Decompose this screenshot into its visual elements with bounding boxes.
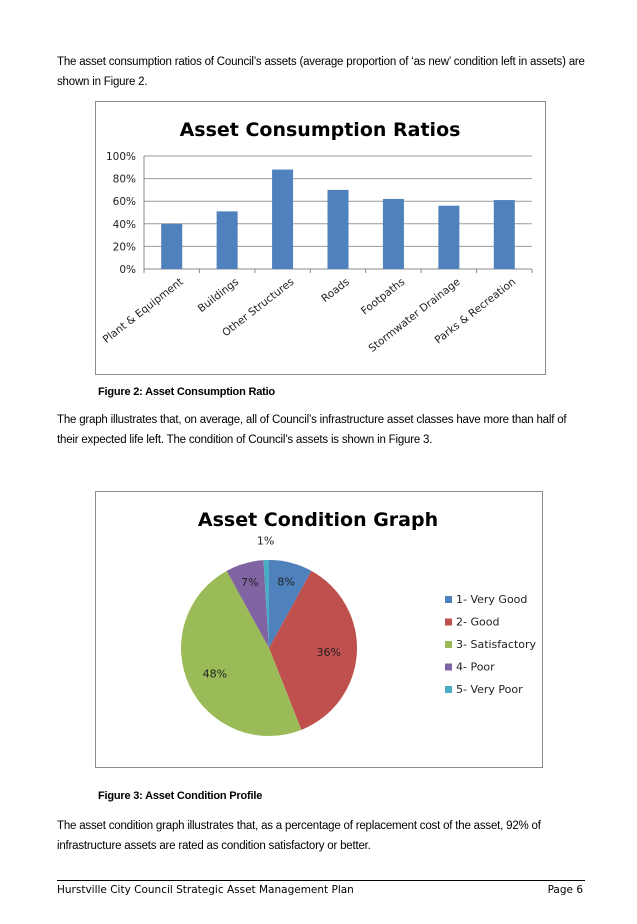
chart-title: Asset Condition Graph — [198, 509, 438, 531]
figure-2-caption: Figure 2: Asset Consumption Ratio — [98, 386, 275, 398]
legend-swatch — [445, 641, 452, 648]
legend-label: 4- Poor — [456, 661, 495, 674]
bar-chart-svg: Asset Consumption Ratios 0% 20% 40% 60% 80% 10… — [101, 119, 533, 355]
bar — [272, 169, 294, 269]
legend-label: 5- Very Poor — [456, 683, 523, 696]
y-tick-label: 100% — [106, 151, 136, 163]
closing-paragraph: The asset condition graph illustrates th… — [57, 820, 541, 852]
data-label: 48% — [203, 667, 227, 680]
figure-3-caption: Figure 3: Asset Condition Profile — [98, 790, 263, 802]
data-label: 7% — [241, 576, 258, 589]
y-tick-label: 60% — [113, 196, 136, 208]
x-tick-label: Roads — [319, 276, 351, 305]
pie-chart: Asset Condition Graph 8% 1- Very Good 36% 2-… — [95, 491, 543, 768]
bar-chart: Asset Consumption Ratios 0% 20% 40% 60% 80% 10… — [95, 101, 546, 375]
footer-page-number: Page 6 — [547, 884, 583, 896]
y-tick-label: 40% — [113, 219, 136, 231]
pie-slice — [269, 560, 312, 648]
x-tick-label: Stormwater Drainage — [366, 276, 462, 355]
pie-slice — [226, 560, 269, 648]
bar — [161, 223, 183, 269]
y-tick-label: 20% — [113, 241, 136, 253]
chart-title: Asset Consumption Ratios — [180, 119, 461, 141]
footer-title: Hurstville City Council Strategic Asset … — [57, 884, 354, 896]
legend-swatch — [445, 686, 452, 693]
middle-paragraph: The graph illustrates that, on average, … — [57, 414, 567, 446]
bar — [216, 211, 238, 269]
pie-chart-svg: Asset Condition Graph 8% 1- Very Good 36% 2-… — [180, 509, 537, 737]
pie-slice — [269, 570, 357, 730]
y-tick-label: 80% — [113, 174, 136, 186]
data-label: 36% — [316, 646, 340, 659]
bar — [327, 189, 349, 269]
legend-swatch — [445, 618, 452, 626]
legend-label: 1- Very Good — [456, 593, 527, 606]
legend-label: 3- Satisfactory — [456, 638, 537, 651]
data-label: 1% — [257, 535, 274, 548]
legend-label: 2- Good — [456, 616, 499, 629]
bar — [382, 198, 404, 269]
legend-swatch — [445, 596, 452, 603]
pie-slice — [263, 560, 269, 648]
bar — [493, 200, 515, 269]
x-tick-label: Plant & Equipment — [101, 276, 186, 346]
data-label: 8% — [277, 576, 294, 589]
x-tick-label: Footpaths — [359, 276, 407, 317]
footer-divider — [57, 880, 585, 881]
intro-paragraph: The asset consumption ratios of Council’… — [57, 56, 585, 88]
x-tick-label: Buildings — [196, 276, 241, 315]
pie-slice — [180, 570, 302, 737]
y-tick-label: 0% — [119, 264, 136, 276]
legend-swatch — [445, 663, 452, 671]
bar — [438, 205, 460, 269]
